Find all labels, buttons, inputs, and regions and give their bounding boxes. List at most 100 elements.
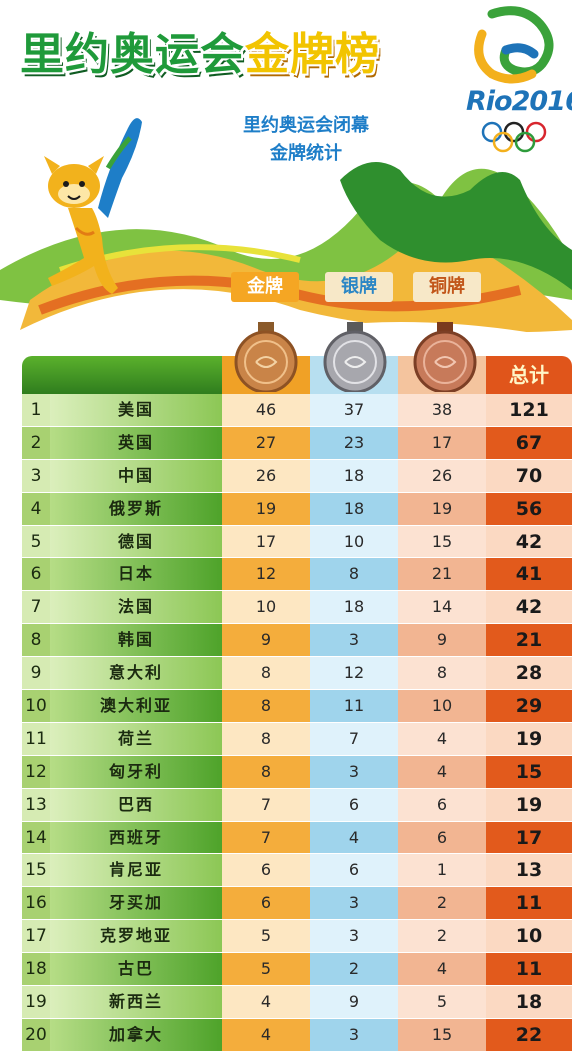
silver-count-cell: 6 — [310, 854, 398, 887]
table-row: 11 荷兰 8 7 4 19 — [22, 722, 572, 756]
silver-count-cell: 3 — [310, 920, 398, 953]
country-cell: 美国 — [50, 394, 222, 426]
table-row: 13 巴西 7 6 6 19 — [22, 788, 572, 822]
header-country-cell — [22, 356, 222, 394]
gold-count-cell: 6 — [222, 854, 310, 887]
table-row: 19 新西兰 4 9 5 18 — [22, 986, 572, 1019]
silver-count-cell: 3 — [310, 1018, 398, 1051]
total-count-cell: 67 — [486, 426, 572, 459]
country-cell: 英国 — [50, 426, 222, 459]
country-cell: 澳大利亚 — [50, 690, 222, 722]
total-count-cell: 19 — [486, 788, 572, 821]
country-cell: 巴西 — [50, 788, 222, 821]
rank-cell: 11 — [22, 722, 50, 755]
bronze-count-cell: 2 — [398, 920, 486, 953]
rank-cell: 2 — [22, 426, 50, 459]
table-row: 8 韩国 9 3 9 21 — [22, 624, 572, 658]
table-row: 6 日本 12 8 21 41 — [22, 558, 572, 592]
silver-count-cell: 9 — [310, 986, 398, 1018]
gold-medal-icon — [234, 322, 298, 392]
rank-cell: 20 — [22, 1018, 50, 1051]
country-cell: 西班牙 — [50, 821, 222, 854]
bronze-count-cell: 2 — [398, 887, 486, 920]
silver-medal-icon — [323, 322, 387, 392]
bronze-count-cell: 6 — [398, 788, 486, 821]
country-cell: 匈牙利 — [50, 755, 222, 788]
table-row: 3 中国 26 18 26 70 — [22, 459, 572, 493]
gold-count-cell: 4 — [222, 1018, 310, 1051]
total-count-cell: 17 — [486, 821, 572, 854]
total-count-cell: 11 — [486, 953, 572, 986]
bronze-count-cell: 21 — [398, 558, 486, 591]
gold-count-cell: 26 — [222, 459, 310, 492]
table-row: 14 西班牙 7 4 6 17 — [22, 821, 572, 855]
bronze-count-cell: 4 — [398, 755, 486, 788]
table-row: 9 意大利 8 12 8 28 — [22, 657, 572, 691]
gold-count-cell: 27 — [222, 426, 310, 459]
table-row: 17 克罗地亚 5 3 2 10 — [22, 920, 572, 954]
silver-count-cell: 8 — [310, 558, 398, 591]
header-total-cell: 总计 — [486, 356, 572, 394]
gold-count-cell: 5 — [222, 953, 310, 986]
total-count-cell: 21 — [486, 624, 572, 657]
total-count-cell: 13 — [486, 854, 572, 887]
total-count-cell: 22 — [486, 1018, 572, 1051]
title-main: 里约奥运会 — [20, 29, 245, 80]
gold-column-label: 金牌 — [231, 272, 299, 302]
country-cell: 中国 — [50, 459, 222, 492]
bronze-count-cell: 5 — [398, 986, 486, 1018]
gold-count-cell: 19 — [222, 492, 310, 525]
table-row: 4 俄罗斯 19 18 19 56 — [22, 492, 572, 526]
bronze-count-cell: 4 — [398, 722, 486, 755]
total-count-cell: 11 — [486, 887, 572, 920]
bronze-count-cell: 6 — [398, 821, 486, 854]
total-count-cell: 56 — [486, 492, 572, 525]
silver-count-cell: 4 — [310, 821, 398, 854]
silver-count-cell: 37 — [310, 394, 398, 426]
total-count-cell: 70 — [486, 459, 572, 492]
total-count-cell: 121 — [486, 394, 572, 426]
bronze-count-cell: 15 — [398, 1018, 486, 1051]
table-row: 1 美国 46 37 38 121 — [22, 394, 572, 427]
bronze-count-cell: 10 — [398, 690, 486, 722]
rank-cell: 13 — [22, 788, 50, 821]
silver-count-cell: 10 — [310, 525, 398, 558]
silver-count-cell: 18 — [310, 492, 398, 525]
silver-count-cell: 2 — [310, 953, 398, 986]
gold-count-cell: 8 — [222, 755, 310, 788]
table-row: 16 牙买加 6 3 2 11 — [22, 887, 572, 921]
gold-count-cell: 4 — [222, 986, 310, 1018]
rank-cell: 1 — [22, 394, 50, 426]
bronze-medal-icon — [413, 322, 477, 392]
subtitle-line-1: 里约奥运会闭幕 — [243, 115, 369, 136]
rank-cell: 15 — [22, 854, 50, 887]
total-count-cell: 10 — [486, 920, 572, 953]
country-cell: 俄罗斯 — [50, 492, 222, 525]
country-cell: 新西兰 — [50, 986, 222, 1018]
rank-cell: 12 — [22, 755, 50, 788]
country-cell: 荷兰 — [50, 722, 222, 755]
country-cell: 韩国 — [50, 624, 222, 657]
bronze-column-label: 铜牌 — [413, 272, 481, 302]
silver-count-cell: 3 — [310, 624, 398, 657]
country-cell: 肯尼亚 — [50, 854, 222, 887]
country-cell: 克罗地亚 — [50, 920, 222, 953]
silver-count-cell: 3 — [310, 887, 398, 920]
rank-cell: 7 — [22, 591, 50, 624]
bronze-count-cell: 19 — [398, 492, 486, 525]
gold-count-cell: 7 — [222, 788, 310, 821]
rank-cell: 3 — [22, 459, 50, 492]
country-cell: 德国 — [50, 525, 222, 558]
rio2016-logo-text: Rio2016 — [466, 86, 572, 117]
total-count-cell: 42 — [486, 591, 572, 624]
bronze-count-cell: 26 — [398, 459, 486, 492]
table-row: 5 德国 17 10 15 42 — [22, 525, 572, 559]
gold-count-cell: 5 — [222, 920, 310, 953]
gold-count-cell: 6 — [222, 887, 310, 920]
total-count-cell: 41 — [486, 558, 572, 591]
rank-cell: 6 — [22, 558, 50, 591]
silver-count-cell: 6 — [310, 788, 398, 821]
poster-subtitle: 里约奥运会闭幕 金牌统计 — [232, 112, 380, 168]
silver-count-cell: 23 — [310, 426, 398, 459]
